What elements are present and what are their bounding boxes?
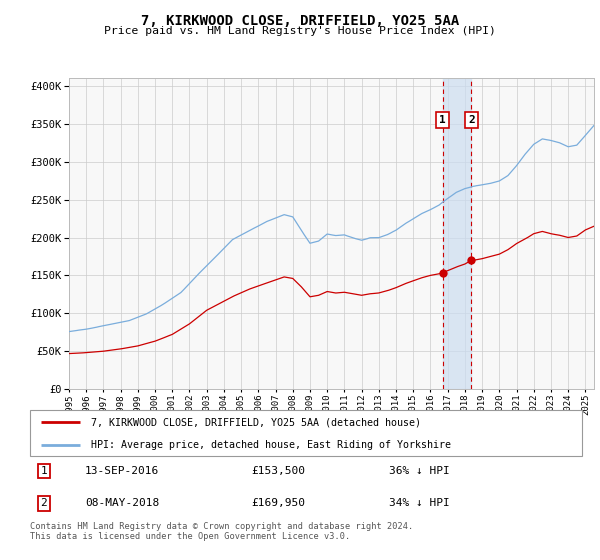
Text: 1: 1 <box>40 466 47 476</box>
Text: 1: 1 <box>439 115 446 125</box>
Text: 2: 2 <box>40 498 47 508</box>
Bar <box>443 78 471 389</box>
Text: 13-SEP-2016: 13-SEP-2016 <box>85 466 160 476</box>
Text: £169,950: £169,950 <box>251 498 305 508</box>
Text: £153,500: £153,500 <box>251 466 305 476</box>
Text: Contains HM Land Registry data © Crown copyright and database right 2024.
This d: Contains HM Land Registry data © Crown c… <box>30 522 413 542</box>
Text: 7, KIRKWOOD CLOSE, DRIFFIELD, YO25 5AA: 7, KIRKWOOD CLOSE, DRIFFIELD, YO25 5AA <box>141 14 459 28</box>
Text: 34% ↓ HPI: 34% ↓ HPI <box>389 498 449 508</box>
Text: HPI: Average price, detached house, East Riding of Yorkshire: HPI: Average price, detached house, East… <box>91 440 451 450</box>
Text: 08-MAY-2018: 08-MAY-2018 <box>85 498 160 508</box>
Text: 2: 2 <box>468 115 475 125</box>
Text: 7, KIRKWOOD CLOSE, DRIFFIELD, YO25 5AA (detached house): 7, KIRKWOOD CLOSE, DRIFFIELD, YO25 5AA (… <box>91 417 421 427</box>
Text: 36% ↓ HPI: 36% ↓ HPI <box>389 466 449 476</box>
Text: Price paid vs. HM Land Registry's House Price Index (HPI): Price paid vs. HM Land Registry's House … <box>104 26 496 36</box>
